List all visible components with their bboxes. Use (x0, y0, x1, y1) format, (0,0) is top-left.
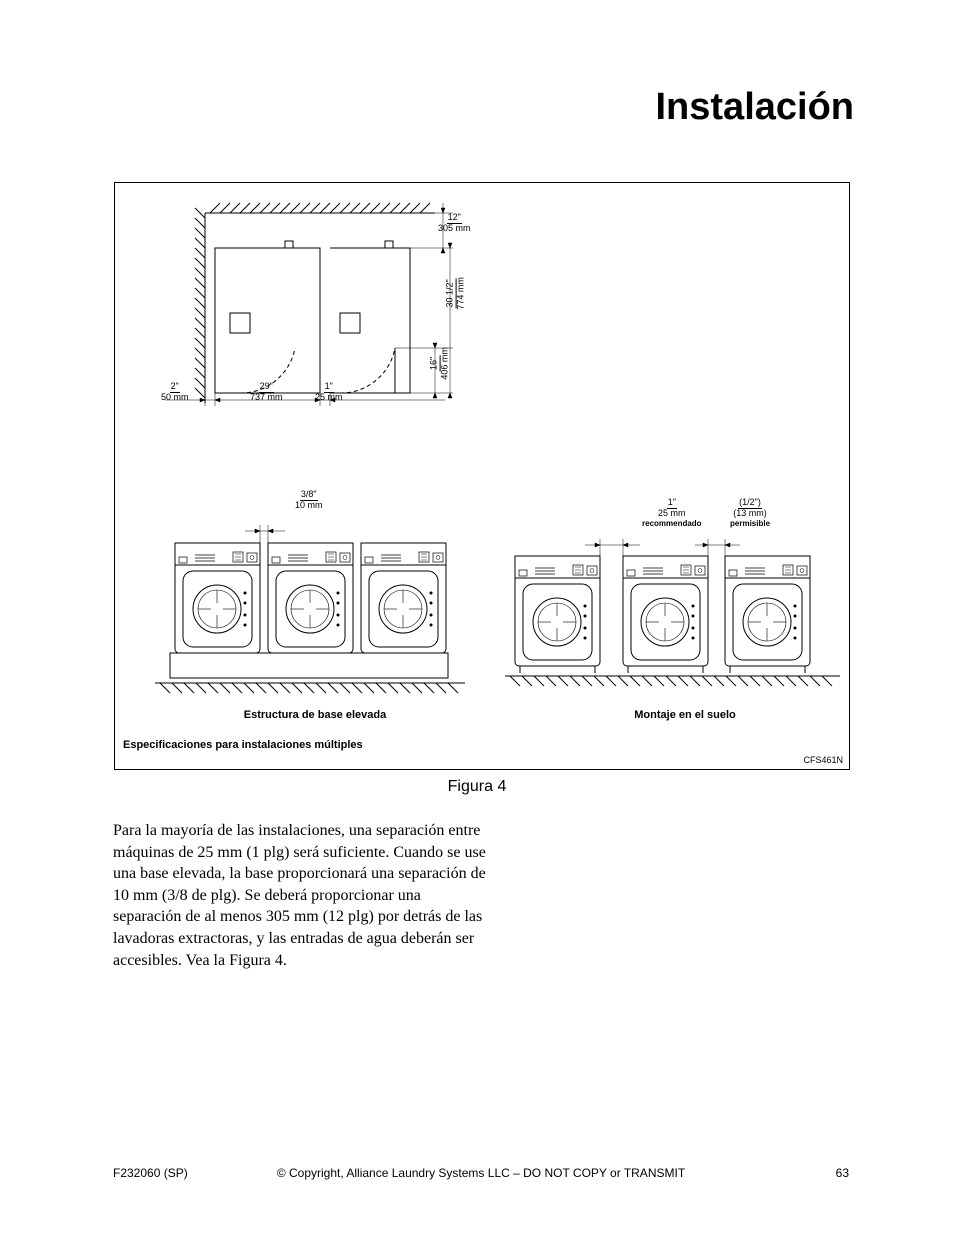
caption-elevated-base: Estructura de base elevada (165, 709, 465, 721)
dim-back-clearance: 12" 305 mm (438, 213, 471, 234)
floor-mount-diagram (505, 531, 845, 696)
spec-title: Especificaciones para instalaciones múlt… (123, 739, 363, 751)
diagram-code: CFS461N (803, 755, 843, 765)
dim-floor-gap-perm: (1/2") (13 mm) permisible (730, 498, 770, 529)
caption-floor-mount: Montaje en el suelo (545, 709, 825, 721)
dim-left-gap: 2" 50 mm (161, 382, 189, 403)
body-paragraph: Para la mayoría de las instalaciones, un… (113, 820, 493, 971)
figure-4-box: 12" 305 mm 30 1/2" 774 mm 16" 406 mm 2" … (114, 182, 850, 770)
page-title: Instalación (656, 86, 855, 129)
dim-width: 29" 737 mm (250, 382, 283, 403)
dim-elevated-gap: 3/8" 10 mm (295, 490, 323, 511)
dim-height-partial: 16" 406 mm (430, 338, 451, 388)
top-view-diagram (145, 193, 465, 408)
dim-between: 1" 25 mm (315, 382, 343, 403)
figure-label: Figura 4 (0, 778, 954, 796)
elevated-base-diagram (150, 513, 470, 698)
dim-floor-gap-rec: 1" 25 mm recommendado (642, 498, 702, 529)
copyright: © Copyright, Alliance Laundry Systems LL… (113, 1166, 849, 1180)
page-footer: F232060 (SP) © Copyright, Alliance Laund… (113, 1166, 849, 1180)
dim-height-total: 30 1/2" 774 mm (446, 268, 467, 318)
